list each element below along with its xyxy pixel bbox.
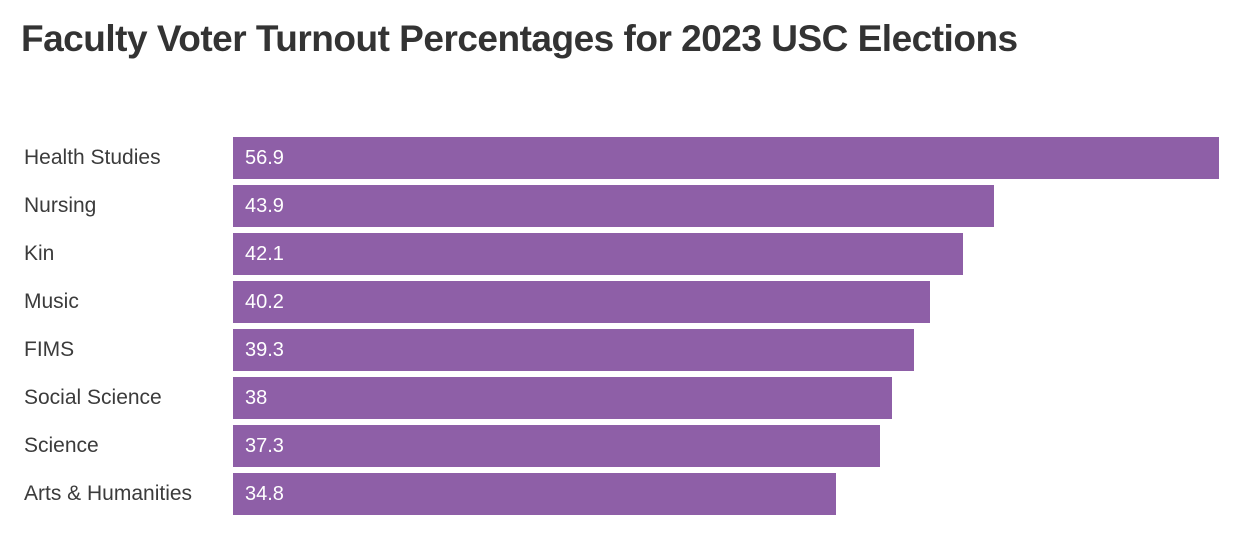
value-label: 42.1 <box>245 242 284 265</box>
bar-track: 34.8 <box>233 473 1242 515</box>
bar: 42.1 <box>233 233 963 275</box>
bar-track: 56.9 <box>233 137 1242 179</box>
bar: 40.2 <box>233 281 930 323</box>
category-label: Social Science <box>24 386 162 409</box>
chart-row: Arts & Humanities 34.8 <box>0 473 1242 515</box>
value-label: 56.9 <box>245 146 284 169</box>
bar-track: 40.2 <box>233 281 1242 323</box>
bar-track: 38 <box>233 377 1242 419</box>
chart-row: Science 37.3 <box>0 425 1242 467</box>
category-label: Nursing <box>24 194 97 217</box>
bar: 56.9 <box>233 137 1220 179</box>
bar-track: 37.3 <box>233 425 1242 467</box>
bar-track: 43.9 <box>233 185 1242 227</box>
value-label: 37.3 <box>245 434 284 457</box>
bar-track: 39.3 <box>233 329 1242 371</box>
value-label: 38 <box>245 386 268 409</box>
chart-row: FIMS 39.3 <box>0 329 1242 371</box>
value-label: 39.3 <box>245 338 284 361</box>
chart-plot-area: Health Studies 56.9 Nursing 43.9 Kin <box>0 137 1242 521</box>
bar: 34.8 <box>233 473 837 515</box>
bar-track: 42.1 <box>233 233 1242 275</box>
value-label: 43.9 <box>245 194 284 217</box>
bar: 38 <box>233 377 892 419</box>
chart-row: Kin 42.1 <box>0 233 1242 275</box>
chart-title: Faculty Voter Turnout Percentages for 20… <box>21 18 1018 59</box>
chart-row: Nursing 43.9 <box>0 185 1242 227</box>
bar: 43.9 <box>233 185 995 227</box>
category-label: Arts & Humanities <box>24 482 193 505</box>
category-label: Music <box>24 290 79 313</box>
category-label: Science <box>24 434 99 457</box>
chart-row: Social Science 38 <box>0 377 1242 419</box>
value-label: 34.8 <box>245 482 284 505</box>
chart-row: Health Studies 56.9 <box>0 137 1242 179</box>
chart-row: Music 40.2 <box>0 281 1242 323</box>
bar: 39.3 <box>233 329 915 371</box>
bar: 37.3 <box>233 425 880 467</box>
category-label: Health Studies <box>24 146 161 169</box>
value-label: 40.2 <box>245 290 284 313</box>
category-label: FIMS <box>24 338 75 361</box>
category-label: Kin <box>24 242 55 265</box>
